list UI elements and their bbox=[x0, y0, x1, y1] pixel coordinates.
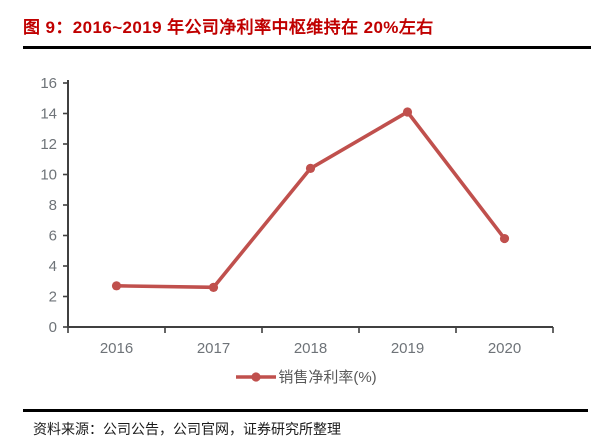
x-axis-tick-label: 2020 bbox=[488, 340, 521, 357]
y-axis-tick-label: 2 bbox=[49, 289, 57, 306]
legend-line-marker-icon bbox=[236, 371, 277, 382]
chart-legend: 销售净利率(%) bbox=[0, 366, 612, 387]
y-axis-tick-label: 14 bbox=[40, 106, 57, 123]
footer-divider bbox=[23, 409, 588, 412]
line-chart-canvas: 0 2 4 6 8 10 12 14 16 2016 2017 2018 2019 2020 bbox=[40, 75, 554, 357]
data-point-marker bbox=[402, 107, 413, 117]
data-point-marker bbox=[208, 282, 219, 292]
y-axis-tick-label: 0 bbox=[49, 319, 57, 336]
data-point-marker bbox=[499, 233, 510, 244]
x-axis-tick-label: 2019 bbox=[391, 340, 424, 357]
data-point-marker bbox=[305, 163, 316, 173]
y-axis-tick-label: 12 bbox=[40, 136, 57, 153]
legend-label: 销售净利率(%) bbox=[278, 369, 377, 386]
source-note: 资料来源：公司公告，公司官网，证券研究所整理 bbox=[33, 421, 341, 437]
title-divider bbox=[23, 46, 591, 49]
y-axis-tick-label: 16 bbox=[40, 75, 57, 92]
net-margin-line-chart: 0 2 4 6 8 10 12 14 16 2016 2017 2018 2019 2020 bbox=[0, 60, 612, 370]
x-axis-tick-label: 2016 bbox=[100, 340, 133, 357]
y-axis-tick-label: 8 bbox=[49, 197, 57, 214]
y-axis-tick-label: 10 bbox=[40, 167, 57, 184]
x-axis-tick-label: 2017 bbox=[197, 340, 230, 357]
net-margin-line-series bbox=[114, 110, 507, 290]
x-axis-tick-label: 2018 bbox=[294, 340, 327, 357]
y-axis-tick-label: 4 bbox=[49, 258, 57, 275]
figure-title: 图 9：2016~2019 年公司净利率中枢维持在 20%左右 bbox=[23, 18, 434, 37]
data-point-marker bbox=[111, 281, 122, 291]
y-axis-tick-label: 6 bbox=[49, 228, 57, 245]
